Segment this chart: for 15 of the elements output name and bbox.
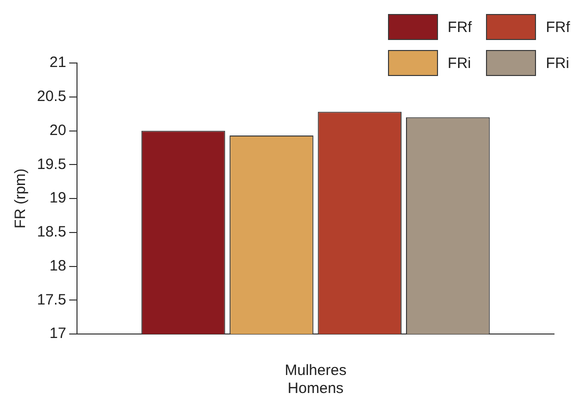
- legend-label: FRf: [546, 18, 570, 36]
- y-tick-label: 17: [50, 325, 66, 342]
- y-tick-label: 19: [50, 190, 66, 207]
- y-tick-label: 21: [50, 54, 66, 72]
- y-tick-label: 20.5: [36, 88, 66, 106]
- y-tick-label: 17.5: [36, 291, 66, 308]
- y-tick-label: 19.5: [36, 156, 66, 173]
- legend-label: FRi: [448, 54, 471, 72]
- y-tick-label: 18.5: [36, 224, 66, 241]
- y-axis-title: FR (rpm): [12, 168, 30, 228]
- y-tick-label: 18: [50, 257, 66, 274]
- x-axis-title: Mulheres Homens: [284, 362, 346, 398]
- legend-label: FRi: [546, 54, 570, 72]
- y-tick-label: 20: [50, 122, 66, 139]
- legend-label: FRf: [448, 18, 472, 36]
